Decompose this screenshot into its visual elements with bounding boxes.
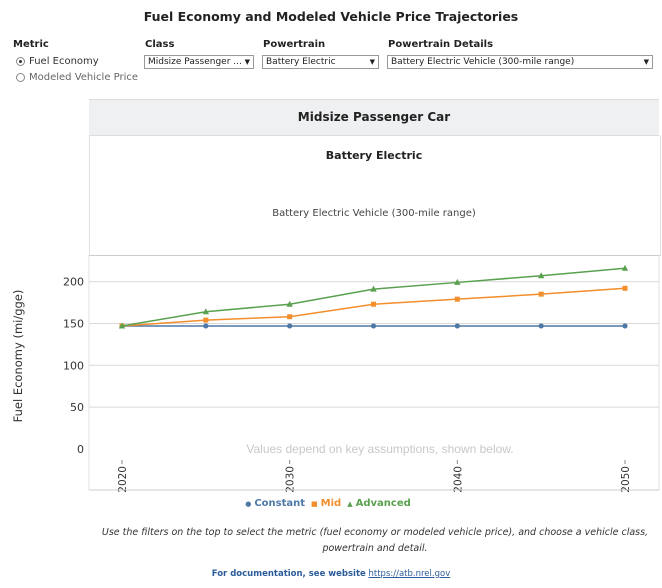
data-point-advanced — [286, 300, 293, 307]
series-line-mid — [121, 287, 626, 327]
data-point-mid — [287, 314, 293, 320]
documentation-label: For documentation, see website — [211, 569, 366, 579]
documentation-line: For documentation, see website https://a… — [0, 569, 662, 579]
metric-option-label: Fuel Economy — [29, 56, 99, 67]
data-point-advanced — [621, 264, 629, 271]
page-title: Fuel Economy and Modeled Vehicle Price T… — [143, 9, 519, 24]
footnote: Use the filters on the top to select the… — [101, 527, 649, 554]
chevron-down-icon: ▼ — [244, 58, 250, 66]
data-point-constant — [370, 323, 377, 329]
data-point-constant — [287, 323, 293, 329]
legend-item-mid[interactable]: ■ Mid — [311, 498, 341, 509]
powertrain-header: Battery Electric — [325, 149, 423, 162]
triangle-marker-icon: ▲ — [347, 500, 353, 508]
metric-filter-label: Metric — [13, 39, 49, 50]
legend-label: Mid — [320, 498, 342, 509]
x-tick-label: 2050 — [620, 466, 632, 493]
chevron-down-icon: ▼ — [369, 58, 375, 66]
y-axis-ticks: 0 50 100 150 200 — [63, 276, 84, 456]
powertrain-details-dropdown-value: Battery Electric Vehicle (300-mile range… — [391, 57, 575, 67]
documentation-link[interactable]: https://atb.nrel.gov — [368, 569, 451, 579]
class-filter-label: Class — [145, 39, 175, 50]
powertrain-dropdown[interactable]: Battery Electric ▼ — [262, 55, 379, 69]
legend-label: Advanced — [355, 498, 411, 509]
data-point-advanced — [454, 278, 461, 285]
metric-radio-fuel-economy[interactable]: Fuel Economy — [16, 56, 99, 67]
data-point-advanced — [202, 308, 210, 315]
square-marker-icon: ■ — [311, 500, 318, 508]
chevron-down-icon: ▼ — [643, 58, 649, 66]
panel-header-area — [89, 135, 661, 256]
radio-unselected-icon — [16, 73, 25, 82]
x-tick-label: 2030 — [285, 466, 297, 493]
x-axis-ticks: 2020 2030 2040 2050 — [117, 460, 632, 493]
circle-marker-icon: ● — [245, 500, 252, 508]
data-point-constant — [622, 323, 628, 329]
powertrain-filter-label: Powertrain — [263, 39, 326, 50]
legend-label: Constant — [254, 498, 306, 509]
radio-selected-icon — [16, 57, 25, 66]
chart-legend: ● Constant ■ Mid ▲ Advanced — [0, 498, 662, 509]
legend-item-constant[interactable]: ● Constant — [245, 498, 305, 509]
data-point-mid — [203, 317, 209, 323]
data-point-constant — [538, 323, 544, 329]
y-tick-label: 50 — [70, 401, 84, 414]
y-tick-label: 0 — [77, 443, 84, 456]
class-dropdown[interactable]: Midsize Passenger ... ▼ — [144, 55, 254, 69]
data-point-mid — [454, 296, 460, 302]
series-lines — [118, 264, 629, 329]
class-dropdown-value: Midsize Passenger ... — [148, 57, 242, 67]
class-header-text: Midsize Passenger Car — [297, 110, 451, 124]
data-point-mid — [538, 291, 544, 297]
legend-item-advanced[interactable]: ▲ Advanced — [347, 498, 411, 509]
details-header: Battery Electric Vehicle (300-mile range… — [272, 208, 476, 219]
y-axis-label: Fuel Economy (mi/gge) — [11, 290, 25, 423]
data-point-advanced — [537, 272, 545, 279]
chart-watermark: Values depend on key assumptions, shown … — [246, 442, 513, 456]
x-tick-label: 2020 — [117, 466, 129, 493]
powertrain-dropdown-value: Battery Electric — [266, 57, 336, 67]
data-point-mid — [622, 285, 628, 291]
data-point-advanced — [370, 285, 377, 292]
data-point-constant — [203, 323, 209, 329]
data-point-mid — [371, 301, 376, 307]
y-tick-label: 200 — [63, 276, 84, 289]
class-header: Midsize Passenger Car — [89, 99, 659, 136]
data-point-advanced — [118, 322, 126, 329]
metric-radio-modeled-vehicle-price[interactable]: Modeled Vehicle Price — [16, 72, 138, 83]
x-tick-label: 2040 — [452, 466, 464, 493]
metric-option-label: Modeled Vehicle Price — [29, 72, 139, 83]
y-tick-label: 150 — [63, 317, 84, 330]
powertrain-details-dropdown[interactable]: Battery Electric Vehicle (300-mile range… — [387, 55, 653, 69]
data-point-constant — [454, 323, 460, 329]
y-tick-label: 100 — [63, 359, 84, 372]
gridlines — [89, 281, 659, 408]
powertrain-details-filter-label: Powertrain Details — [388, 39, 494, 50]
series-line-advanced — [121, 267, 626, 327]
